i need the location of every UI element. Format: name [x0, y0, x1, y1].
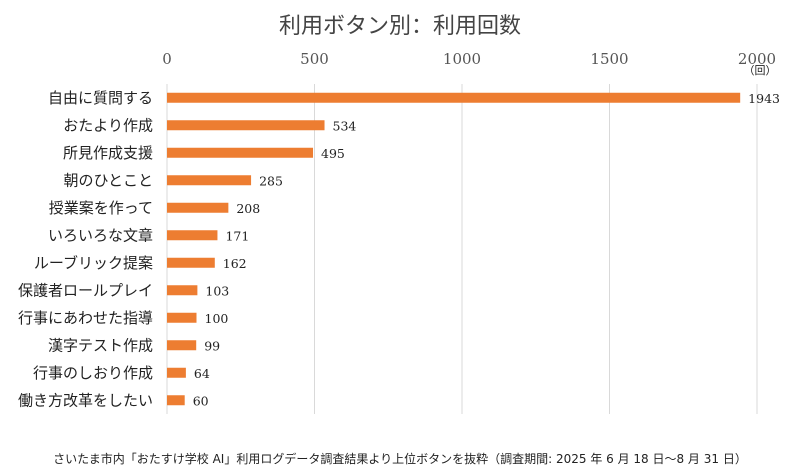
value-label: 64 — [194, 366, 210, 381]
value-label: 1943 — [748, 91, 780, 106]
x-tick-label: 2000 — [738, 50, 776, 68]
x-axis-ticks: 0 500 1000 1500 2000 — [162, 50, 776, 68]
x-tick-label: 0 — [162, 50, 172, 68]
value-label: 100 — [205, 311, 229, 326]
category-label: 保護者ロールプレイ — [18, 281, 153, 299]
category-label: 自由に質問する — [48, 89, 153, 107]
category-label: 所見作成支援 — [63, 144, 153, 162]
category-label: 朝のひとこと — [63, 171, 153, 189]
category-label: おたより作成 — [63, 116, 153, 134]
bar — [167, 147, 314, 158]
gridlines — [166, 84, 758, 414]
chart-title: 利用ボタン別：利用回数 — [278, 14, 521, 39]
bar — [167, 340, 197, 351]
value-label: 208 — [236, 201, 260, 216]
value-label: 162 — [223, 256, 247, 271]
category-label: ルーブリック提案 — [34, 254, 153, 272]
bar — [167, 92, 741, 103]
value-label: 99 — [204, 338, 220, 353]
bar — [167, 395, 185, 406]
value-label: 171 — [225, 228, 249, 243]
value-label: 534 — [333, 118, 357, 133]
bar-chart: 0 500 1000 1500 2000 自由に質問するおたより作成所見作成支援朝のひと… — [18, 50, 780, 414]
bars — [167, 92, 741, 406]
category-label: 働き方改革をしたい — [18, 391, 153, 409]
category-label: 漢字テスト作成 — [48, 336, 153, 354]
bar — [167, 202, 229, 213]
value-labels: 1943 534 495 285 208 171 162 103 100 99 64 60 — [193, 91, 780, 409]
source-note: さいたま市内「おたすけ学校 AI」利用ログデータ調査結果より上位ボタンを抜粋（調… — [53, 452, 747, 466]
x-tick-label: 1000 — [443, 50, 481, 68]
value-label: 60 — [193, 393, 209, 408]
value-label: 285 — [259, 173, 283, 188]
category-label: いろいろな文章 — [48, 226, 153, 244]
value-label: 103 — [205, 283, 229, 298]
bar — [167, 367, 186, 378]
category-label: 授業案を作って — [49, 199, 153, 217]
category-labels: 自由に質問するおたより作成所見作成支援朝のひとこと授業案を作っていろいろな文章ル… — [18, 89, 153, 410]
bar — [167, 312, 197, 323]
bar — [167, 285, 198, 296]
bar — [167, 120, 325, 131]
bar — [167, 257, 215, 268]
bar — [167, 175, 252, 186]
x-tick-label: 1500 — [590, 50, 628, 68]
bar — [167, 230, 218, 241]
x-tick-label: 500 — [300, 50, 329, 68]
category-label: 行事のしおり作成 — [33, 364, 153, 382]
unit-label: （回） — [744, 64, 777, 77]
category-label: 行事にあわせた指導 — [18, 309, 153, 327]
value-label: 495 — [321, 146, 345, 161]
